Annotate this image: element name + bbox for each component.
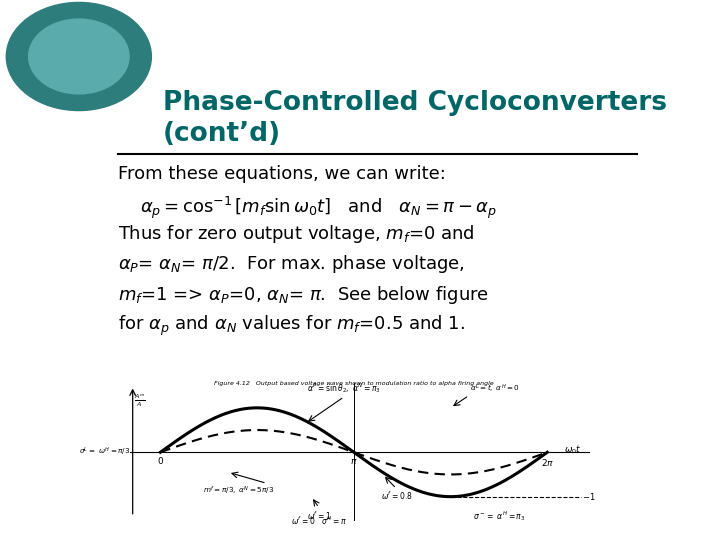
Text: $m^f=\pi/3,\ \alpha^N=5\pi/3$: $m^f=\pi/3,\ \alpha^N=5\pi/3$ xyxy=(203,484,274,497)
Text: $\frac{A^m}{A}$: $\frac{A^m}{A}$ xyxy=(134,392,145,409)
Text: Figure 4.12   Output based voltage wave shown to modulation ratio to alpha firin: Figure 4.12 Output based voltage wave sh… xyxy=(214,381,494,386)
Text: $\alpha_P$= $\alpha_N$= $\pi$/2.  For max. phase voltage,: $\alpha_P$= $\alpha_N$= $\pi$/2. For max… xyxy=(118,253,464,275)
Text: 0: 0 xyxy=(158,457,163,465)
Text: $\omega^f=0\quad\sigma^H=\pi$: $\omega^f=0\quad\sigma^H=\pi$ xyxy=(291,515,347,527)
Circle shape xyxy=(6,2,151,111)
Text: $\alpha^L=t,\ \alpha^H=0$: $\alpha^L=t,\ \alpha^H=0$ xyxy=(470,382,521,395)
Text: $\sigma^-=\ \alpha^H=\pi_3$: $\sigma^-=\ \alpha^H=\pi_3$ xyxy=(472,509,525,523)
Text: $m_f$=1 => $\alpha_P$=0, $\alpha_N$= $\pi$.  See below figure: $m_f$=1 => $\alpha_P$=0, $\alpha_N$= $\p… xyxy=(118,284,489,306)
Text: $\omega^f=0.8$: $\omega^f=0.8$ xyxy=(381,490,412,502)
Text: Phase-Controlled Cycloconverters: Phase-Controlled Cycloconverters xyxy=(163,90,667,116)
Text: $\omega_0 t$: $\omega_0 t$ xyxy=(564,444,581,456)
Circle shape xyxy=(29,19,129,94)
Text: $-1$: $-1$ xyxy=(582,491,596,502)
Text: From these equations, we can write:: From these equations, we can write: xyxy=(118,165,446,184)
Text: Thus for zero output voltage, $m_f$=0 and: Thus for zero output voltage, $m_f$=0 an… xyxy=(118,223,474,245)
Text: (cont’d): (cont’d) xyxy=(163,121,281,147)
Text: $\pi$: $\pi$ xyxy=(350,457,358,465)
Text: $\alpha^P=\sin\theta_2,\ \alpha^N=\pi_3$: $\alpha^P=\sin\theta_2,\ \alpha^N=\pi_3$ xyxy=(307,381,381,395)
Text: $\omega^f=1$: $\omega^f=1$ xyxy=(307,509,331,522)
Text: $2\pi$: $2\pi$ xyxy=(541,457,554,468)
Text: $\sigma^L=\ \omega^H=\pi/3$: $\sigma^L=\ \omega^H=\pi/3$ xyxy=(79,445,131,457)
Text: $\alpha_p = \cos^{-1}[m_f \sin \omega_0 t]$   and   $\alpha_N = \pi - \alpha_p$: $\alpha_p = \cos^{-1}[m_f \sin \omega_0 … xyxy=(140,194,498,221)
Text: for $\alpha_p$ and $\alpha_N$ values for $m_f$=0.5 and 1.: for $\alpha_p$ and $\alpha_N$ values for… xyxy=(118,314,465,338)
